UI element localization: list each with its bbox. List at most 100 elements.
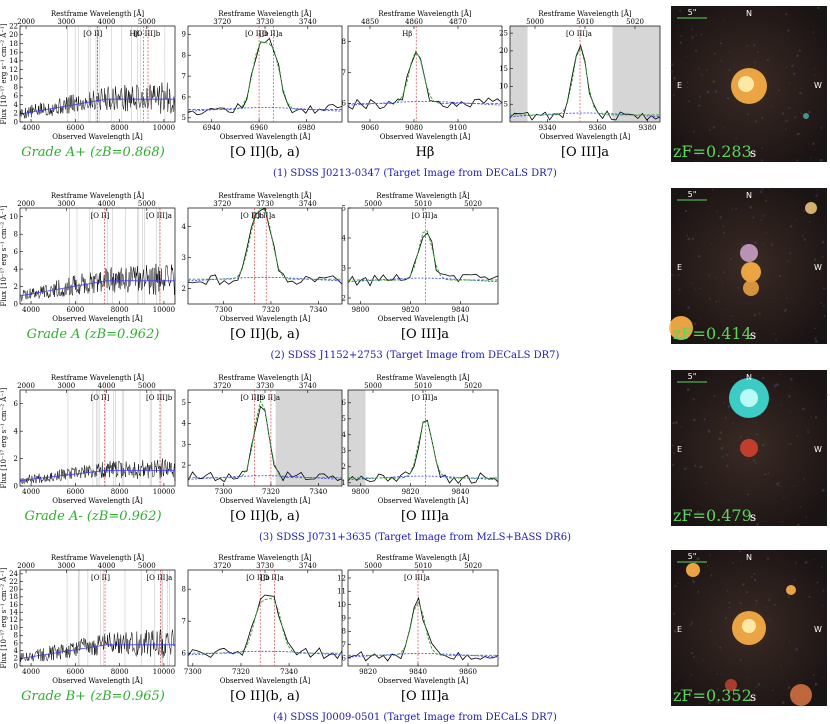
noise-speck <box>708 401 710 403</box>
x-tick-label: 9800 <box>352 306 370 314</box>
top-tick-label: 5000 <box>138 200 156 208</box>
y-tick-label: 6 <box>342 100 347 108</box>
noise-speck <box>794 116 797 119</box>
source-blob <box>738 76 754 92</box>
photoz-label: zF=0.479 <box>673 506 752 525</box>
y-tick-label: 24 <box>9 570 18 578</box>
noise-speck <box>761 188 764 191</box>
photoz-suffix: s <box>750 690 756 704</box>
noise-speck <box>707 430 711 433</box>
flux-axis-title: Flux [10⁻¹⁷ erg s⁻¹ cm⁻² Å⁻¹] <box>0 205 8 306</box>
noise-speck <box>755 599 758 602</box>
masked-region <box>510 26 528 122</box>
line-label: [O II]a <box>257 394 280 402</box>
noise-speck <box>807 55 809 58</box>
y-tick-label: 15 <box>499 65 508 73</box>
noise-speck <box>753 578 757 582</box>
noise-speck <box>691 652 694 655</box>
y-tick-label: 18 <box>9 593 18 601</box>
line-label: [O II]a <box>261 574 284 582</box>
x-tick-label: 10000 <box>153 306 175 314</box>
zoom-panel: [O II]b[O II]a 5 6 7 8 9 6940 6960 6980 3720 3730 3… <box>182 9 343 160</box>
noise-speck <box>713 52 716 55</box>
noise-speck <box>822 304 825 307</box>
noise-speck <box>677 582 679 585</box>
grade-label: Grade B+ (zB=0.965) <box>21 689 165 704</box>
noise-speck <box>673 612 676 615</box>
y-tick-label: 6 <box>182 650 187 658</box>
x-tick-label: 9840 <box>452 306 470 314</box>
y-tick-label: 14 <box>9 57 18 65</box>
obs-axis-title: Observed Wavelength [Å] <box>52 496 143 505</box>
line-label: [O II]b <box>240 394 264 402</box>
noise-speck <box>687 306 690 309</box>
noise-speck <box>800 112 803 115</box>
noise-speck <box>754 461 757 464</box>
flux-axis-title: Flux [10⁻¹⁷ erg s⁻¹ cm⁻² Å⁻¹] <box>0 387 8 488</box>
zoom-panel: [O III]a 6 7 8 9 10 11 12 9820 9840 9860 5000 5010 50… <box>337 553 499 704</box>
noise-speck <box>742 645 744 647</box>
y-tick-label: 4 <box>14 427 19 435</box>
noise-speck <box>672 444 674 447</box>
x-tick-label: 7320 <box>262 306 280 314</box>
noise-speck <box>756 523 759 526</box>
west-label: W <box>814 263 822 272</box>
row-caption: (2) SDSS J1152+2753 (Target Image from D… <box>271 350 560 361</box>
top-tick-label: 3000 <box>57 18 75 26</box>
y-tick-label: 10 <box>9 624 18 632</box>
noise-speck <box>695 49 698 52</box>
panel-line-name: [O II](b, a) <box>230 689 300 704</box>
noise-speck <box>761 443 765 447</box>
photoz-suffix: s <box>750 510 756 524</box>
noise-speck <box>726 454 728 456</box>
y-tick-label: 5 <box>182 399 186 407</box>
noise-speck <box>796 54 799 58</box>
north-label: N <box>746 373 752 382</box>
noise-speck <box>688 690 691 692</box>
obs-axis-title: Observed Wavelength [Å] <box>220 676 311 685</box>
continuum-model <box>19 98 175 115</box>
y-tick-label: 0 <box>14 482 18 490</box>
y-tick-label: 0 <box>14 662 18 670</box>
noise-speck <box>703 338 706 341</box>
noise-speck <box>759 450 761 452</box>
noise-speck <box>814 683 818 686</box>
noise-speck <box>722 231 725 234</box>
noise-speck <box>766 557 770 560</box>
noise-speck <box>690 673 692 676</box>
noise-speck <box>764 473 767 476</box>
top-tick-label: 3740 <box>299 200 317 208</box>
zoom-panel: [O II]b[O II]a 2 3 4 7300 7320 7340 3720 3730 374… <box>182 191 343 342</box>
top-tick-label: 5000 <box>138 562 156 570</box>
noise-speck <box>684 210 688 213</box>
top-tick-label: 3740 <box>299 18 317 26</box>
noise-speck <box>808 221 811 223</box>
noise-speck <box>732 422 734 425</box>
noise-speck <box>699 465 703 469</box>
noise-speck <box>766 442 768 444</box>
noise-speck <box>713 394 716 397</box>
noise-speck <box>781 112 785 115</box>
noise-speck <box>739 602 742 605</box>
noise-speck <box>817 6 820 10</box>
continuum-model <box>187 650 343 656</box>
noise-speck <box>823 315 826 317</box>
y-tick-label: 0 <box>14 118 18 126</box>
noise-speck <box>716 673 718 675</box>
noise-speck <box>694 464 697 467</box>
top-tick-label: 5000 <box>364 200 382 208</box>
y-tick-label: 8 <box>14 632 18 640</box>
noise-speck <box>793 72 796 76</box>
noise-speck <box>767 187 769 190</box>
x-tick-label: 9820 <box>359 668 377 676</box>
spectrum-line <box>187 37 343 116</box>
top-tick-label: 5020 <box>626 18 644 26</box>
noise-speck <box>813 258 817 261</box>
y-tick-label: 8 <box>14 230 18 238</box>
full-spectrum-panel: [O II] [O III]a 0 2 4 6 8 10 4000 6000 8000 10000 20… <box>0 191 176 323</box>
noise-speck <box>796 435 798 437</box>
panel-line-name: [O III]a <box>561 145 609 160</box>
noise-speck <box>673 452 675 454</box>
noise-speck <box>814 149 816 151</box>
